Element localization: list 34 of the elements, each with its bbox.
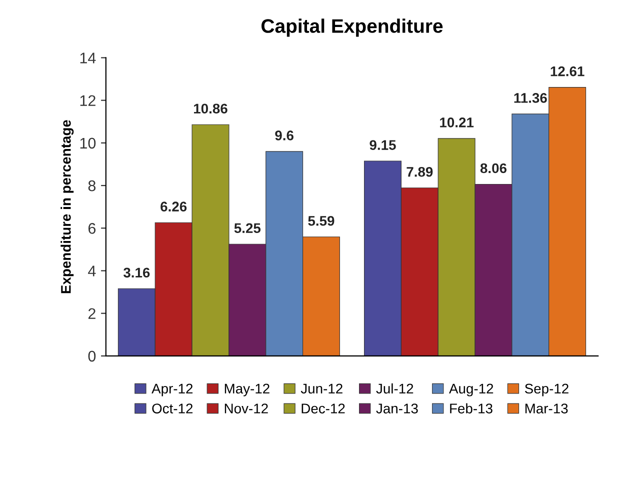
y-tick-label: 0 bbox=[88, 350, 96, 362]
y-tick-label: 12 bbox=[80, 95, 96, 106]
legend-label: Nov-12 bbox=[224, 404, 268, 414]
data-label: 6.26 bbox=[160, 202, 187, 212]
data-label: 10.86 bbox=[194, 104, 228, 114]
data-label: 11.36 bbox=[514, 93, 547, 103]
legend-label: Jun-12 bbox=[300, 384, 342, 394]
legend-label: Jul-12 bbox=[376, 383, 414, 394]
y-tick-label: 8 bbox=[88, 180, 96, 192]
legend-label: Feb-13 bbox=[450, 403, 492, 414]
y-axis-title: Expenditure in percentage bbox=[60, 120, 74, 294]
data-label: 5.25 bbox=[234, 223, 261, 234]
data-label: 12.61 bbox=[550, 66, 584, 76]
legend-label: Sep-12 bbox=[524, 384, 568, 396]
legend-label: Dec-12 bbox=[302, 404, 345, 414]
y-tick-label: 2 bbox=[88, 308, 96, 319]
y-tick-label: 14 bbox=[80, 52, 96, 64]
legend-label: Oct-12 bbox=[152, 404, 193, 414]
legend-label: Mar-13 bbox=[525, 404, 568, 414]
data-label: 9.15 bbox=[370, 140, 396, 150]
data-label: 10.21 bbox=[440, 118, 474, 128]
legend-label: Aug-12 bbox=[449, 384, 494, 396]
chart-title: Capital Expenditure bbox=[262, 18, 443, 37]
legend-label: Jan-13 bbox=[376, 404, 418, 414]
data-label: 8.06 bbox=[480, 163, 507, 174]
legend-label: Apr-12 bbox=[152, 384, 193, 396]
data-label: 7.89 bbox=[406, 166, 433, 177]
data-label: 5.59 bbox=[308, 216, 334, 226]
y-tick-label: 4 bbox=[88, 266, 96, 276]
legend-label: May-12 bbox=[224, 384, 270, 396]
data-label: 3.16 bbox=[123, 268, 150, 278]
y-tick-label: 6 bbox=[88, 223, 96, 234]
data-label: 9.6 bbox=[275, 130, 294, 140]
y-tick-label: 10 bbox=[80, 138, 96, 149]
